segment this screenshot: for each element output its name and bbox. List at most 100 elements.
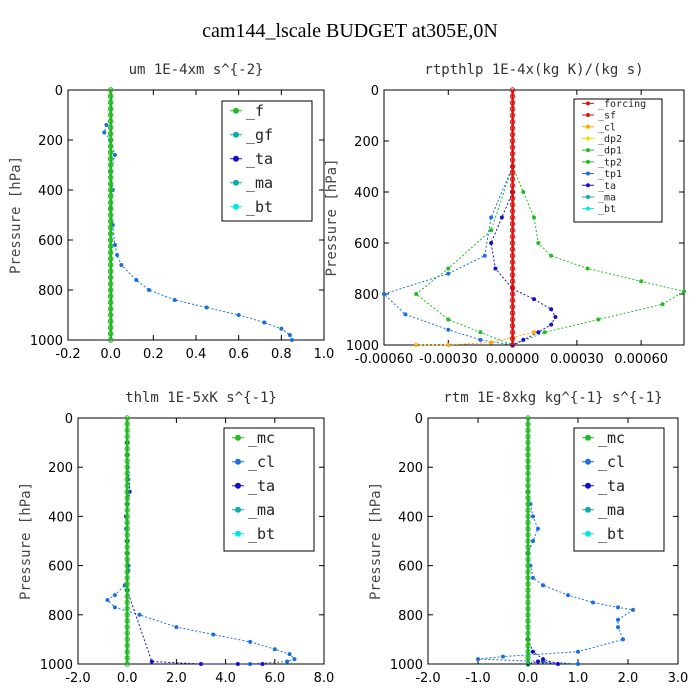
series-marker (566, 593, 570, 598)
series-marker (509, 329, 516, 335)
y-tick-label: 600 (48, 560, 73, 575)
legend-marker (586, 171, 590, 176)
series-marker (147, 288, 152, 292)
series-marker (287, 333, 292, 337)
series-marker (107, 218, 114, 224)
series-marker (509, 112, 516, 119)
series-marker (172, 298, 177, 302)
series-line-bt (103, 124, 293, 341)
series-marker (525, 476, 531, 483)
series-marker (591, 600, 595, 605)
series-marker (107, 318, 114, 324)
main-title: cam144_lscale BUDGET at305E,0N (202, 20, 498, 42)
series-marker (124, 569, 130, 575)
series-marker (616, 617, 620, 622)
series-marker (532, 297, 536, 302)
series-marker (525, 630, 531, 636)
series-marker (134, 278, 139, 282)
legend-marker (585, 482, 591, 489)
series-line-ta (527, 639, 559, 665)
series-marker (124, 439, 130, 446)
series-marker (682, 289, 686, 294)
series-marker (107, 306, 114, 312)
series-line-tp1 (383, 166, 514, 346)
series-marker (107, 287, 114, 293)
legend-marker (235, 506, 241, 513)
series-marker (107, 149, 114, 156)
y-tick-label: 400 (398, 510, 423, 525)
x-tick-label: 0.0 (117, 671, 138, 686)
series-marker (446, 327, 451, 332)
legend-label: _cl (248, 453, 275, 471)
x-tick-label: -0.00030 (419, 352, 477, 367)
series-marker (509, 214, 516, 221)
series-marker (525, 562, 531, 569)
series-marker (631, 607, 635, 612)
series-marker (107, 156, 114, 162)
series-marker (124, 470, 130, 477)
series-marker (107, 137, 114, 143)
legend-marker (233, 107, 239, 114)
series-marker (509, 151, 516, 157)
series-marker (509, 240, 516, 246)
series-marker (107, 118, 114, 124)
y-tick-label: 800 (38, 284, 63, 299)
series-marker (287, 652, 292, 657)
series-marker (525, 636, 531, 643)
series-marker (509, 163, 516, 170)
series-marker (525, 501, 531, 507)
y-axis-label: Pressure [hPa] (8, 156, 24, 274)
series-marker (107, 193, 114, 199)
series-marker (525, 526, 531, 532)
x-tick-label: -2.0 (415, 671, 440, 686)
series-marker (107, 206, 114, 212)
y-tick-label: 600 (398, 560, 423, 575)
legend-marker (233, 155, 239, 162)
series-marker (509, 291, 516, 297)
y-tick-label: 800 (398, 609, 423, 624)
series-marker (446, 271, 451, 276)
x-tick-label: 0.4 (186, 347, 207, 362)
legend-label: _forcing (598, 99, 646, 110)
series-marker (509, 342, 516, 348)
series-marker (124, 452, 130, 458)
series-marker (639, 279, 644, 284)
series-marker (112, 243, 117, 247)
y-tick-label: 0 (415, 412, 423, 427)
series-marker (124, 562, 130, 569)
series-marker (501, 654, 505, 659)
series-marker (525, 482, 531, 489)
series-marker (549, 322, 554, 327)
series-marker (124, 427, 130, 433)
series-marker (525, 458, 531, 464)
series-marker (499, 215, 504, 220)
x-tick-label: 2.0 (618, 671, 639, 686)
series-marker (124, 593, 130, 600)
series-marker (124, 489, 130, 495)
series-marker (107, 187, 114, 193)
series-marker (532, 330, 536, 335)
y-axis-label: Pressure [hPa] (18, 482, 34, 600)
series-marker (124, 495, 130, 501)
series-marker (556, 662, 560, 666)
series-marker (525, 587, 531, 593)
series-marker (521, 190, 526, 194)
series-marker (525, 649, 531, 655)
series-marker (536, 526, 540, 531)
series-marker (290, 338, 294, 342)
panel-title: thlm 1E-5xK s^{-1} (125, 390, 277, 406)
series-marker (124, 519, 130, 526)
series-marker (124, 661, 130, 667)
series-marker (525, 624, 531, 630)
series-marker (124, 507, 130, 513)
x-tick-label: 2.0 (166, 671, 187, 686)
series-line-tp2 (415, 166, 514, 346)
series-marker (509, 144, 516, 151)
legend-marker (233, 179, 239, 186)
x-tick-label: 0.0 (100, 347, 121, 362)
series-marker (509, 202, 516, 208)
legend-label: _mc (248, 429, 275, 447)
series-marker (211, 632, 216, 637)
y-tick-label: 800 (48, 609, 73, 624)
series-marker (124, 599, 130, 606)
